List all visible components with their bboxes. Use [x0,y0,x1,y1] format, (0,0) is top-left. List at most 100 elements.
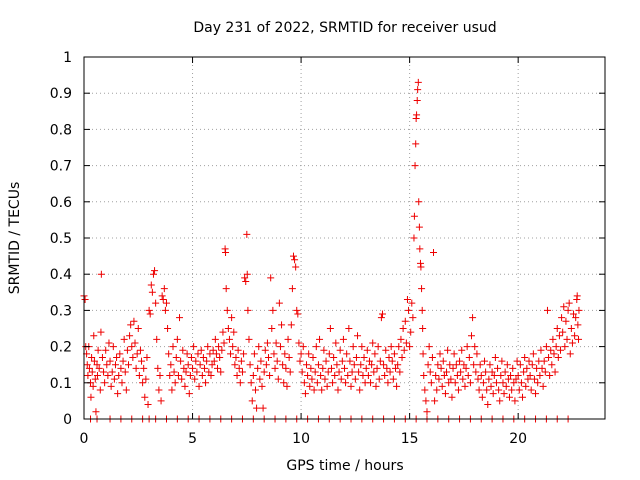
data-point [512,375,520,383]
data-point [482,368,490,376]
data-point [93,372,101,380]
x-tick-label: 5 [188,431,197,447]
data-point [507,372,515,380]
data-point [508,386,516,394]
data-point [187,353,195,361]
data-point [372,382,380,390]
data-point [216,353,224,361]
data-point [154,364,162,372]
data-point [443,368,451,376]
data-point [214,364,222,372]
data-point [246,361,254,369]
data-point [474,375,482,383]
data-point [168,386,176,394]
data-point [102,346,110,354]
data-point [297,350,305,358]
data-point [449,364,457,372]
data-point [574,321,582,329]
data-point [491,353,499,361]
data-point [223,306,231,314]
data-point [514,372,522,380]
data-point [351,375,359,383]
data-point [396,368,404,376]
data-point [360,353,368,361]
data-point [199,353,207,361]
data-point [405,306,413,314]
data-point [472,368,480,376]
data-point [143,353,151,361]
data-point [326,325,334,332]
data-point [368,361,376,369]
data-point [308,375,316,383]
data-point [186,372,194,380]
data-point [289,252,297,260]
data-point [235,364,243,372]
data-point [87,393,95,401]
data-point [341,364,348,372]
data-point [418,285,426,293]
y-tick-label: 0.3 [50,303,72,319]
x-tick-label: 0 [80,431,89,447]
data-point [529,350,537,358]
data-point [279,361,287,369]
data-point [146,310,154,318]
data-point [549,335,557,343]
data-point [250,350,258,358]
data-point [229,343,237,351]
data-point [488,368,496,376]
data-point [414,78,422,86]
data-point [501,368,509,376]
data-point [266,372,274,380]
data-point [375,375,383,383]
data-point [97,270,105,278]
data-point [558,314,566,322]
data-point [395,343,403,351]
data-point [95,364,103,372]
data-point [240,350,248,358]
data-point [104,372,112,380]
data-point [198,372,206,380]
data-point [430,248,438,256]
data-point [276,343,284,351]
data-point [139,379,147,387]
data-point [566,350,574,358]
data-point [228,314,236,322]
data-point [116,350,124,358]
chart-title: Day 231 of 2022, SRMTID for receiver usu… [193,20,496,36]
data-point [268,325,276,332]
data-point [408,299,416,307]
data-point [497,372,505,380]
data-point [114,390,122,398]
data-point [499,379,507,387]
data-point [428,353,436,361]
data-point [157,397,165,405]
data-point [337,375,345,383]
data-point [122,386,130,394]
data-point [538,364,546,372]
data-point [349,343,357,351]
data-point [423,408,431,416]
data-point [129,353,137,361]
data-point [176,314,184,322]
data-point [155,386,163,394]
data-point [156,372,164,380]
data-point [461,382,469,390]
data-point [169,343,177,351]
data-point [245,335,253,343]
data-point [108,368,116,376]
data-point [346,357,354,365]
data-point [494,364,502,372]
data-point [555,332,563,340]
data-point [160,285,168,293]
data-point [573,292,581,300]
data-point [561,343,569,351]
data-point [485,375,493,383]
data-point [554,353,562,361]
data-point [310,386,318,394]
y-tick-label: 0.2 [50,340,72,356]
data-point [287,321,295,329]
data-point [195,382,203,390]
data-point [419,350,427,358]
data-point [347,382,355,390]
data-point [462,364,470,372]
